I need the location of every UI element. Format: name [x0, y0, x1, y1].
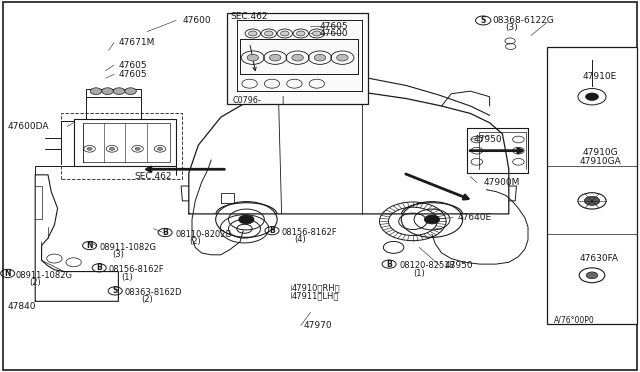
Text: 47910GA: 47910GA: [579, 157, 621, 166]
Bar: [547, 46, 637, 324]
Text: 47910E: 47910E: [582, 72, 617, 81]
Text: 47605: 47605: [118, 61, 147, 70]
Text: 08363-8162D: 08363-8162D: [125, 288, 182, 296]
Circle shape: [584, 196, 600, 205]
Text: (3): (3): [112, 250, 124, 259]
Circle shape: [157, 147, 163, 150]
Text: 47640E: 47640E: [458, 213, 492, 222]
Text: (2): (2): [29, 278, 40, 287]
Text: S: S: [481, 16, 486, 25]
Circle shape: [135, 147, 140, 150]
Text: 08911-1082G: 08911-1082G: [99, 243, 156, 252]
Circle shape: [424, 215, 440, 224]
Text: 47671M: 47671M: [118, 38, 155, 47]
Circle shape: [102, 88, 113, 94]
Text: 08911-1082G: 08911-1082G: [16, 271, 73, 280]
Circle shape: [586, 272, 598, 279]
Text: (2): (2): [141, 295, 152, 304]
Circle shape: [314, 54, 326, 61]
Circle shape: [292, 54, 303, 61]
Text: 47605: 47605: [320, 22, 349, 31]
Circle shape: [113, 88, 125, 94]
Circle shape: [296, 31, 305, 36]
Text: 47970: 47970: [304, 321, 333, 330]
Text: 47605: 47605: [118, 70, 147, 79]
Circle shape: [337, 54, 348, 61]
Text: A/76°00P0: A/76°00P0: [554, 315, 595, 324]
Circle shape: [248, 31, 257, 36]
Text: 47910G: 47910G: [582, 148, 618, 157]
Text: (3): (3): [506, 23, 518, 32]
Text: 08156-8162F: 08156-8162F: [282, 228, 337, 237]
Text: (1): (1): [122, 273, 133, 282]
Text: 08110-8202B: 08110-8202B: [176, 230, 232, 239]
Circle shape: [125, 88, 136, 94]
Bar: [227, 13, 368, 104]
Text: 47910〈RH〉: 47910〈RH〉: [291, 284, 340, 293]
Circle shape: [586, 93, 598, 100]
Text: 08156-8162F: 08156-8162F: [109, 265, 164, 274]
Text: (4): (4): [294, 235, 306, 244]
Text: N: N: [4, 269, 11, 278]
Circle shape: [87, 147, 92, 150]
Text: (2): (2): [189, 237, 200, 246]
Circle shape: [247, 54, 259, 61]
Circle shape: [269, 54, 281, 61]
Circle shape: [280, 31, 289, 36]
Text: N: N: [86, 241, 93, 250]
Text: 47950: 47950: [445, 262, 474, 270]
Text: B: B: [387, 260, 392, 269]
Text: 47600DA: 47600DA: [8, 122, 49, 131]
Text: (1): (1): [413, 269, 424, 278]
Text: J: J: [282, 96, 284, 105]
Text: SEC.462: SEC.462: [230, 12, 268, 21]
Text: 08368-6122G: 08368-6122G: [493, 16, 554, 25]
Text: S: S: [113, 286, 118, 295]
Circle shape: [109, 147, 115, 150]
Text: 47600: 47600: [320, 29, 349, 38]
Text: SEC.462: SEC.462: [134, 172, 172, 181]
Text: B: B: [163, 228, 168, 237]
Circle shape: [264, 31, 273, 36]
Text: B: B: [97, 263, 102, 272]
Text: 47911〈LH〉: 47911〈LH〉: [291, 291, 339, 300]
Text: 47900M: 47900M: [483, 178, 520, 187]
Circle shape: [239, 215, 254, 224]
Text: 47950: 47950: [474, 135, 502, 144]
Text: C0796-: C0796-: [232, 96, 261, 105]
Circle shape: [312, 31, 321, 36]
Text: 47630FA: 47630FA: [579, 254, 618, 263]
Text: 47600: 47600: [182, 16, 211, 25]
Circle shape: [90, 88, 102, 94]
Text: B: B: [269, 226, 275, 235]
Text: 47840: 47840: [8, 302, 36, 311]
Text: 08120-8251B: 08120-8251B: [400, 262, 456, 270]
